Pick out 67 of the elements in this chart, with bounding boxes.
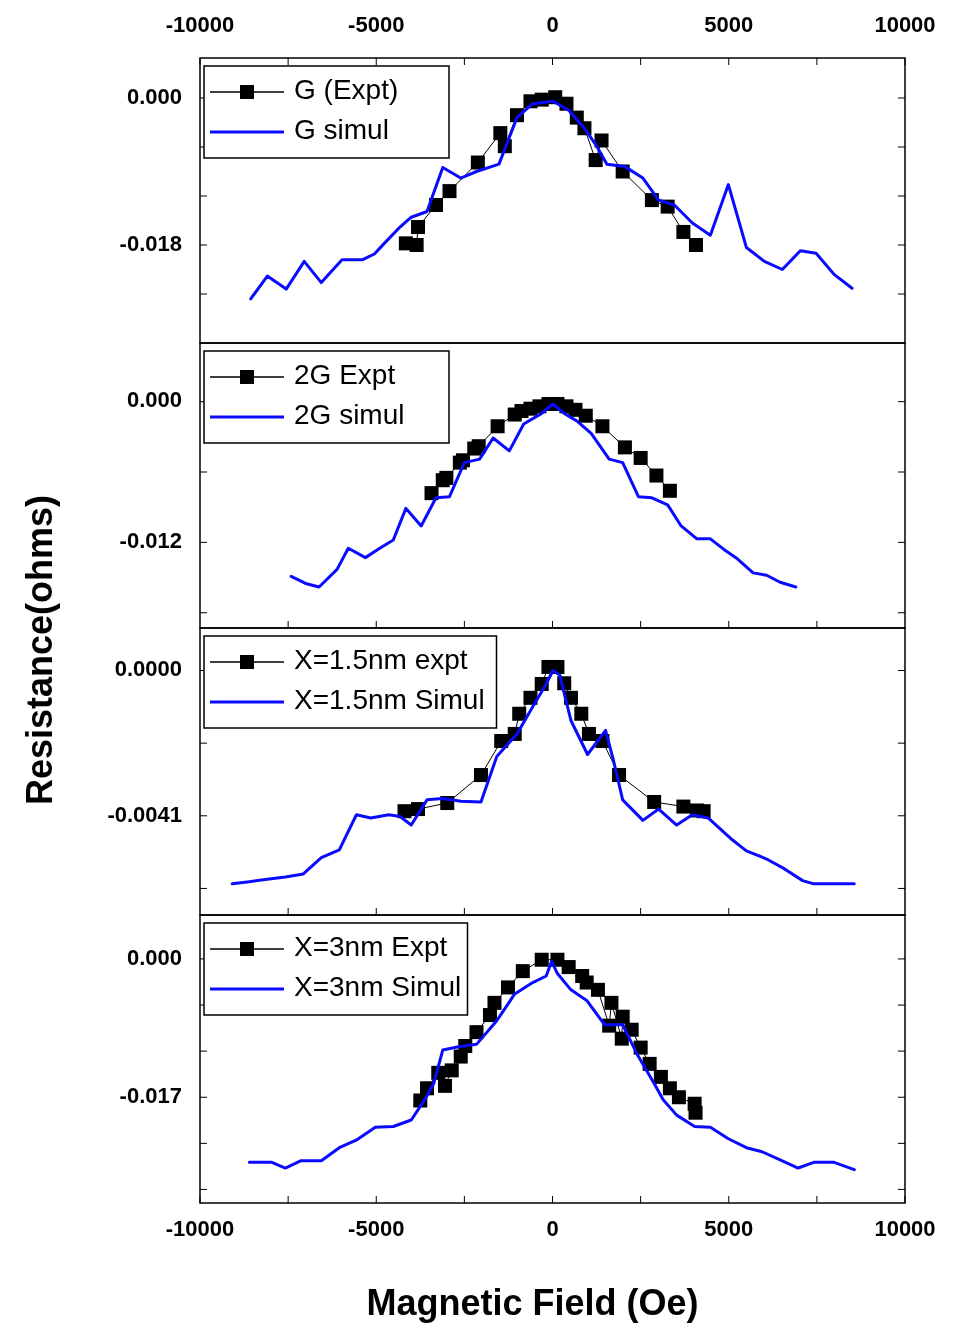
point (411, 220, 426, 235)
x2-tick-label: -10000 (165, 12, 235, 37)
point (469, 1025, 484, 1040)
legend-label: X=3nm Simul (294, 971, 462, 1003)
y-axis-title: Resistance(ohms) (19, 494, 60, 806)
point (649, 468, 664, 483)
x-tick-label: -10000 (165, 1216, 235, 1241)
point (595, 419, 610, 434)
x-tick-label: -5000 (348, 1216, 405, 1241)
point (676, 224, 691, 239)
y-tick-label: 0.0000 (114, 656, 182, 682)
point (494, 734, 509, 749)
legend-label: X=1.5nm expt (294, 644, 468, 676)
point (439, 470, 454, 485)
point (653, 1069, 668, 1084)
y-tick-label: -0.018 (119, 230, 182, 256)
legend-label: X=1.5nm Simul (294, 684, 485, 716)
x2-tick-label: 10000 (874, 12, 936, 37)
point (647, 794, 662, 809)
point (588, 153, 603, 168)
point (574, 706, 589, 721)
point (590, 982, 605, 997)
point (515, 964, 530, 979)
point (604, 995, 619, 1010)
point (617, 440, 632, 455)
point (473, 768, 488, 783)
y-tick-label: -0.017 (119, 1083, 182, 1109)
point (471, 439, 486, 454)
point (409, 238, 424, 253)
point (615, 1009, 630, 1024)
x2-tick-label: 0 (546, 12, 559, 37)
point (688, 238, 703, 253)
x-tick-label: 5000 (704, 1216, 754, 1241)
point (490, 419, 505, 434)
legend-label: G simul (294, 114, 389, 146)
point (633, 450, 648, 465)
y-tick-label: 0.000 (126, 944, 182, 970)
legend-label: 2G Expt (294, 359, 396, 391)
point (688, 1105, 703, 1120)
point (442, 184, 457, 199)
point (671, 1090, 686, 1105)
legend-label: G (Expt) (294, 74, 399, 106)
point (561, 960, 576, 975)
y-tick-label: 0.000 (126, 387, 182, 413)
legend-label: 2G simul (294, 399, 405, 431)
legend-label: X=3nm Expt (294, 931, 448, 963)
point (500, 980, 515, 995)
x-tick-label: 10000 (874, 1216, 936, 1241)
y-tick-label: 0.000 (126, 83, 182, 109)
x-tick-label: 0 (546, 1216, 559, 1241)
point (662, 483, 677, 498)
point (512, 706, 527, 721)
x2-tick-label: -5000 (348, 12, 405, 37)
point (470, 155, 485, 170)
y-tick-label: -0.0041 (107, 801, 182, 827)
point (578, 408, 593, 423)
x-axis-title: Magnetic Field (Oe) (366, 1282, 699, 1323)
point (444, 1063, 459, 1078)
point (493, 126, 508, 141)
point (437, 1078, 452, 1093)
point (594, 133, 609, 148)
x2-tick-label: 5000 (704, 12, 754, 37)
point (581, 726, 596, 741)
point (487, 995, 502, 1010)
y-tick-label: -0.012 (119, 528, 182, 554)
point (534, 952, 549, 967)
point (676, 799, 691, 814)
